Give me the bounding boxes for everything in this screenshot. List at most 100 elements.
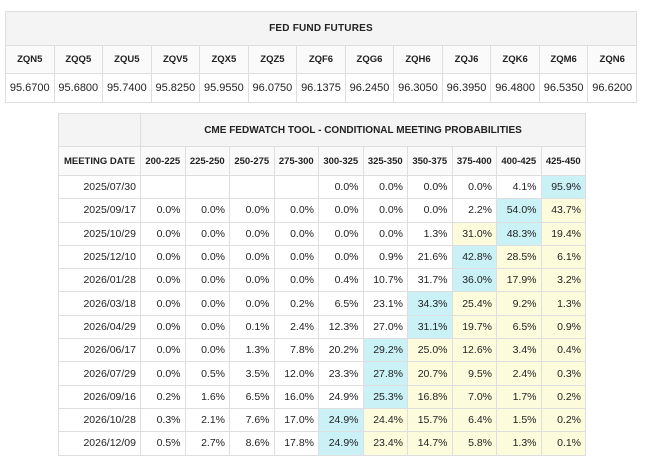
contract-code: ZQZ5 <box>247 45 298 74</box>
rate-range-header: 350-375 <box>407 146 453 176</box>
table-row: 2026/01/28 0.0% 0.0% 0.0% 0.0% 0.4% 10.7% 31.7%… <box>58 268 586 293</box>
probability-cell: 3.5% <box>229 361 275 386</box>
probability-cell: 19.4% <box>540 221 586 246</box>
contract-code: ZQM6 <box>538 45 589 74</box>
probability-cell: 0.0% <box>362 174 408 200</box>
probability-cell: 16.8% <box>407 384 453 409</box>
meeting-date: 2025/10/29 <box>58 221 141 246</box>
probability-cell <box>229 174 275 200</box>
probability-cell: 0.0% <box>140 314 186 340</box>
probability-cell: 0.0% <box>140 361 186 386</box>
contract-price: 96.6200 <box>587 73 637 103</box>
contract-code-row: ZQN5 ZQQ5 ZQU5 ZQV5 ZQX5 ZQZ5 ZQF6 ZQG6 ZQH6 ZQJ6… <box>5 45 637 74</box>
probability-cell: 7.8% <box>273 338 319 363</box>
probability-cell: 0.0% <box>184 338 230 363</box>
probability-cell: 6.4% <box>451 407 497 433</box>
probability-cell: 15.7% <box>407 407 453 433</box>
contract-price: 95.6800 <box>53 73 104 103</box>
probability-cell <box>184 174 230 200</box>
probability-cell: 0.0% <box>229 221 275 246</box>
probability-cell: 28.5% <box>496 244 542 270</box>
meeting-date: 2025/09/17 <box>58 198 141 223</box>
contract-price: 96.3050 <box>393 73 443 103</box>
probability-cell: 0.0% <box>184 198 230 223</box>
probability-cell: 29.2% <box>362 338 408 363</box>
probability-cell: 0.0% <box>184 291 230 316</box>
probability-cell: 6.5% <box>318 291 364 316</box>
probability-cell: 0.0% <box>362 221 408 246</box>
contract-price: 95.6700 <box>5 73 55 103</box>
meeting-date: 2026/07/29 <box>58 361 141 386</box>
probability-cell: 0.4% <box>540 338 586 363</box>
probability-cell: 3.4% <box>496 338 542 363</box>
probability-cell: 0.0% <box>273 198 319 223</box>
probability-cell: 6.1% <box>540 244 586 270</box>
probability-rows: 2025/07/30 0.0% 0.0% 0.0% 0.0% 4.1% 95.9% 2025/… <box>58 174 586 456</box>
probability-cell: 25.3% <box>362 384 408 409</box>
rate-range-header: 300-325 <box>318 146 364 176</box>
probability-cell: 23.3% <box>318 361 364 386</box>
meeting-date: 2025/07/30 <box>58 174 141 200</box>
probability-cell: 3.2% <box>540 268 586 293</box>
table-row: 2025/10/29 0.0% 0.0% 0.0% 0.0% 0.0% 0.0% 1.3% 31… <box>58 221 586 246</box>
rate-range-header: 325-350 <box>362 146 408 176</box>
contract-price: 96.0750 <box>247 73 298 103</box>
probability-cell: 21.6% <box>407 244 453 270</box>
probability-cell: 0.0% <box>407 198 453 223</box>
probability-cell: 7.6% <box>229 407 275 433</box>
contract-code: ZQQ5 <box>53 45 104 74</box>
probability-cell: 16.0% <box>273 384 319 409</box>
probability-cell: 0.0% <box>184 244 230 270</box>
contract-price: 96.1375 <box>296 73 346 103</box>
probability-cell: 0.0% <box>140 291 186 316</box>
probability-cell: 0.0% <box>184 314 230 340</box>
probability-cell: 12.0% <box>273 361 319 386</box>
probability-cell: 2.4% <box>273 314 319 340</box>
fed-fund-futures-table: FED FUND FUTURES ZQN5 ZQQ5 ZQU5 ZQV5 ZQX5 ZQZ… <box>5 11 637 103</box>
meeting-date: 2026/03/18 <box>58 291 141 316</box>
contract-price: 95.9550 <box>199 73 249 103</box>
rate-range-header: 375-400 <box>451 146 497 176</box>
probability-cell: 7.0% <box>451 384 497 409</box>
probability-cell: 1.3% <box>540 291 586 316</box>
probability-cell: 1.3% <box>407 221 453 246</box>
probability-cell: 1.7% <box>496 384 542 409</box>
probability-cell: 0.0% <box>362 198 408 223</box>
rate-range-header: 200-225 <box>140 146 186 176</box>
probability-cell: 0.0% <box>229 268 275 293</box>
probability-cell: 25.4% <box>451 291 497 316</box>
probability-cell: 23.1% <box>362 291 408 316</box>
meeting-date-header: MEETING DATE <box>58 146 141 176</box>
probability-cell: 0.0% <box>140 244 186 270</box>
probability-cell: 0.2% <box>540 407 586 433</box>
probability-cell: 9.2% <box>496 291 542 316</box>
probability-cell: 0.3% <box>140 407 186 433</box>
probability-cell: 12.6% <box>451 338 497 363</box>
probability-cell: 24.4% <box>362 407 408 433</box>
probability-cell: 0.0% <box>140 338 186 363</box>
probability-cell: 0.0% <box>318 198 364 223</box>
probability-cell: 0.2% <box>273 291 319 316</box>
probability-cell: 48.3% <box>496 221 542 246</box>
table-row: 2025/09/17 0.0% 0.0% 0.0% 0.0% 0.0% 0.0% 0.0% 2.… <box>58 198 586 223</box>
meeting-date: 2026/01/28 <box>58 268 141 293</box>
probability-cell: 34.3% <box>407 291 453 316</box>
contract-price: 96.3950 <box>441 73 492 103</box>
probability-cell: 2.2% <box>451 198 497 223</box>
probability-cell: 0.0% <box>273 221 319 246</box>
contract-code: ZQK6 <box>490 45 540 74</box>
contract-code: ZQF6 <box>296 45 346 74</box>
probability-cell: 23.4% <box>362 431 408 456</box>
rate-range-header: 250-275 <box>229 146 275 176</box>
probability-cell: 43.7% <box>540 198 586 223</box>
probability-cell: 24.9% <box>318 407 364 433</box>
rate-range-header-row: MEETING DATE 200-225 225-250 250-275 275-30… <box>58 146 586 176</box>
contract-code: ZQH6 <box>393 45 443 74</box>
probability-cell: 2.1% <box>184 407 230 433</box>
probability-cell: 0.0% <box>229 291 275 316</box>
contract-code: ZQN6 <box>587 45 637 74</box>
probability-cell: 0.2% <box>540 384 586 409</box>
meeting-date: 2026/09/16 <box>58 384 141 409</box>
probability-cell: 2.4% <box>496 361 542 386</box>
fedwatch-probability-table: CME FEDWATCH TOOL - CONDITIONAL MEETING … <box>58 113 586 456</box>
